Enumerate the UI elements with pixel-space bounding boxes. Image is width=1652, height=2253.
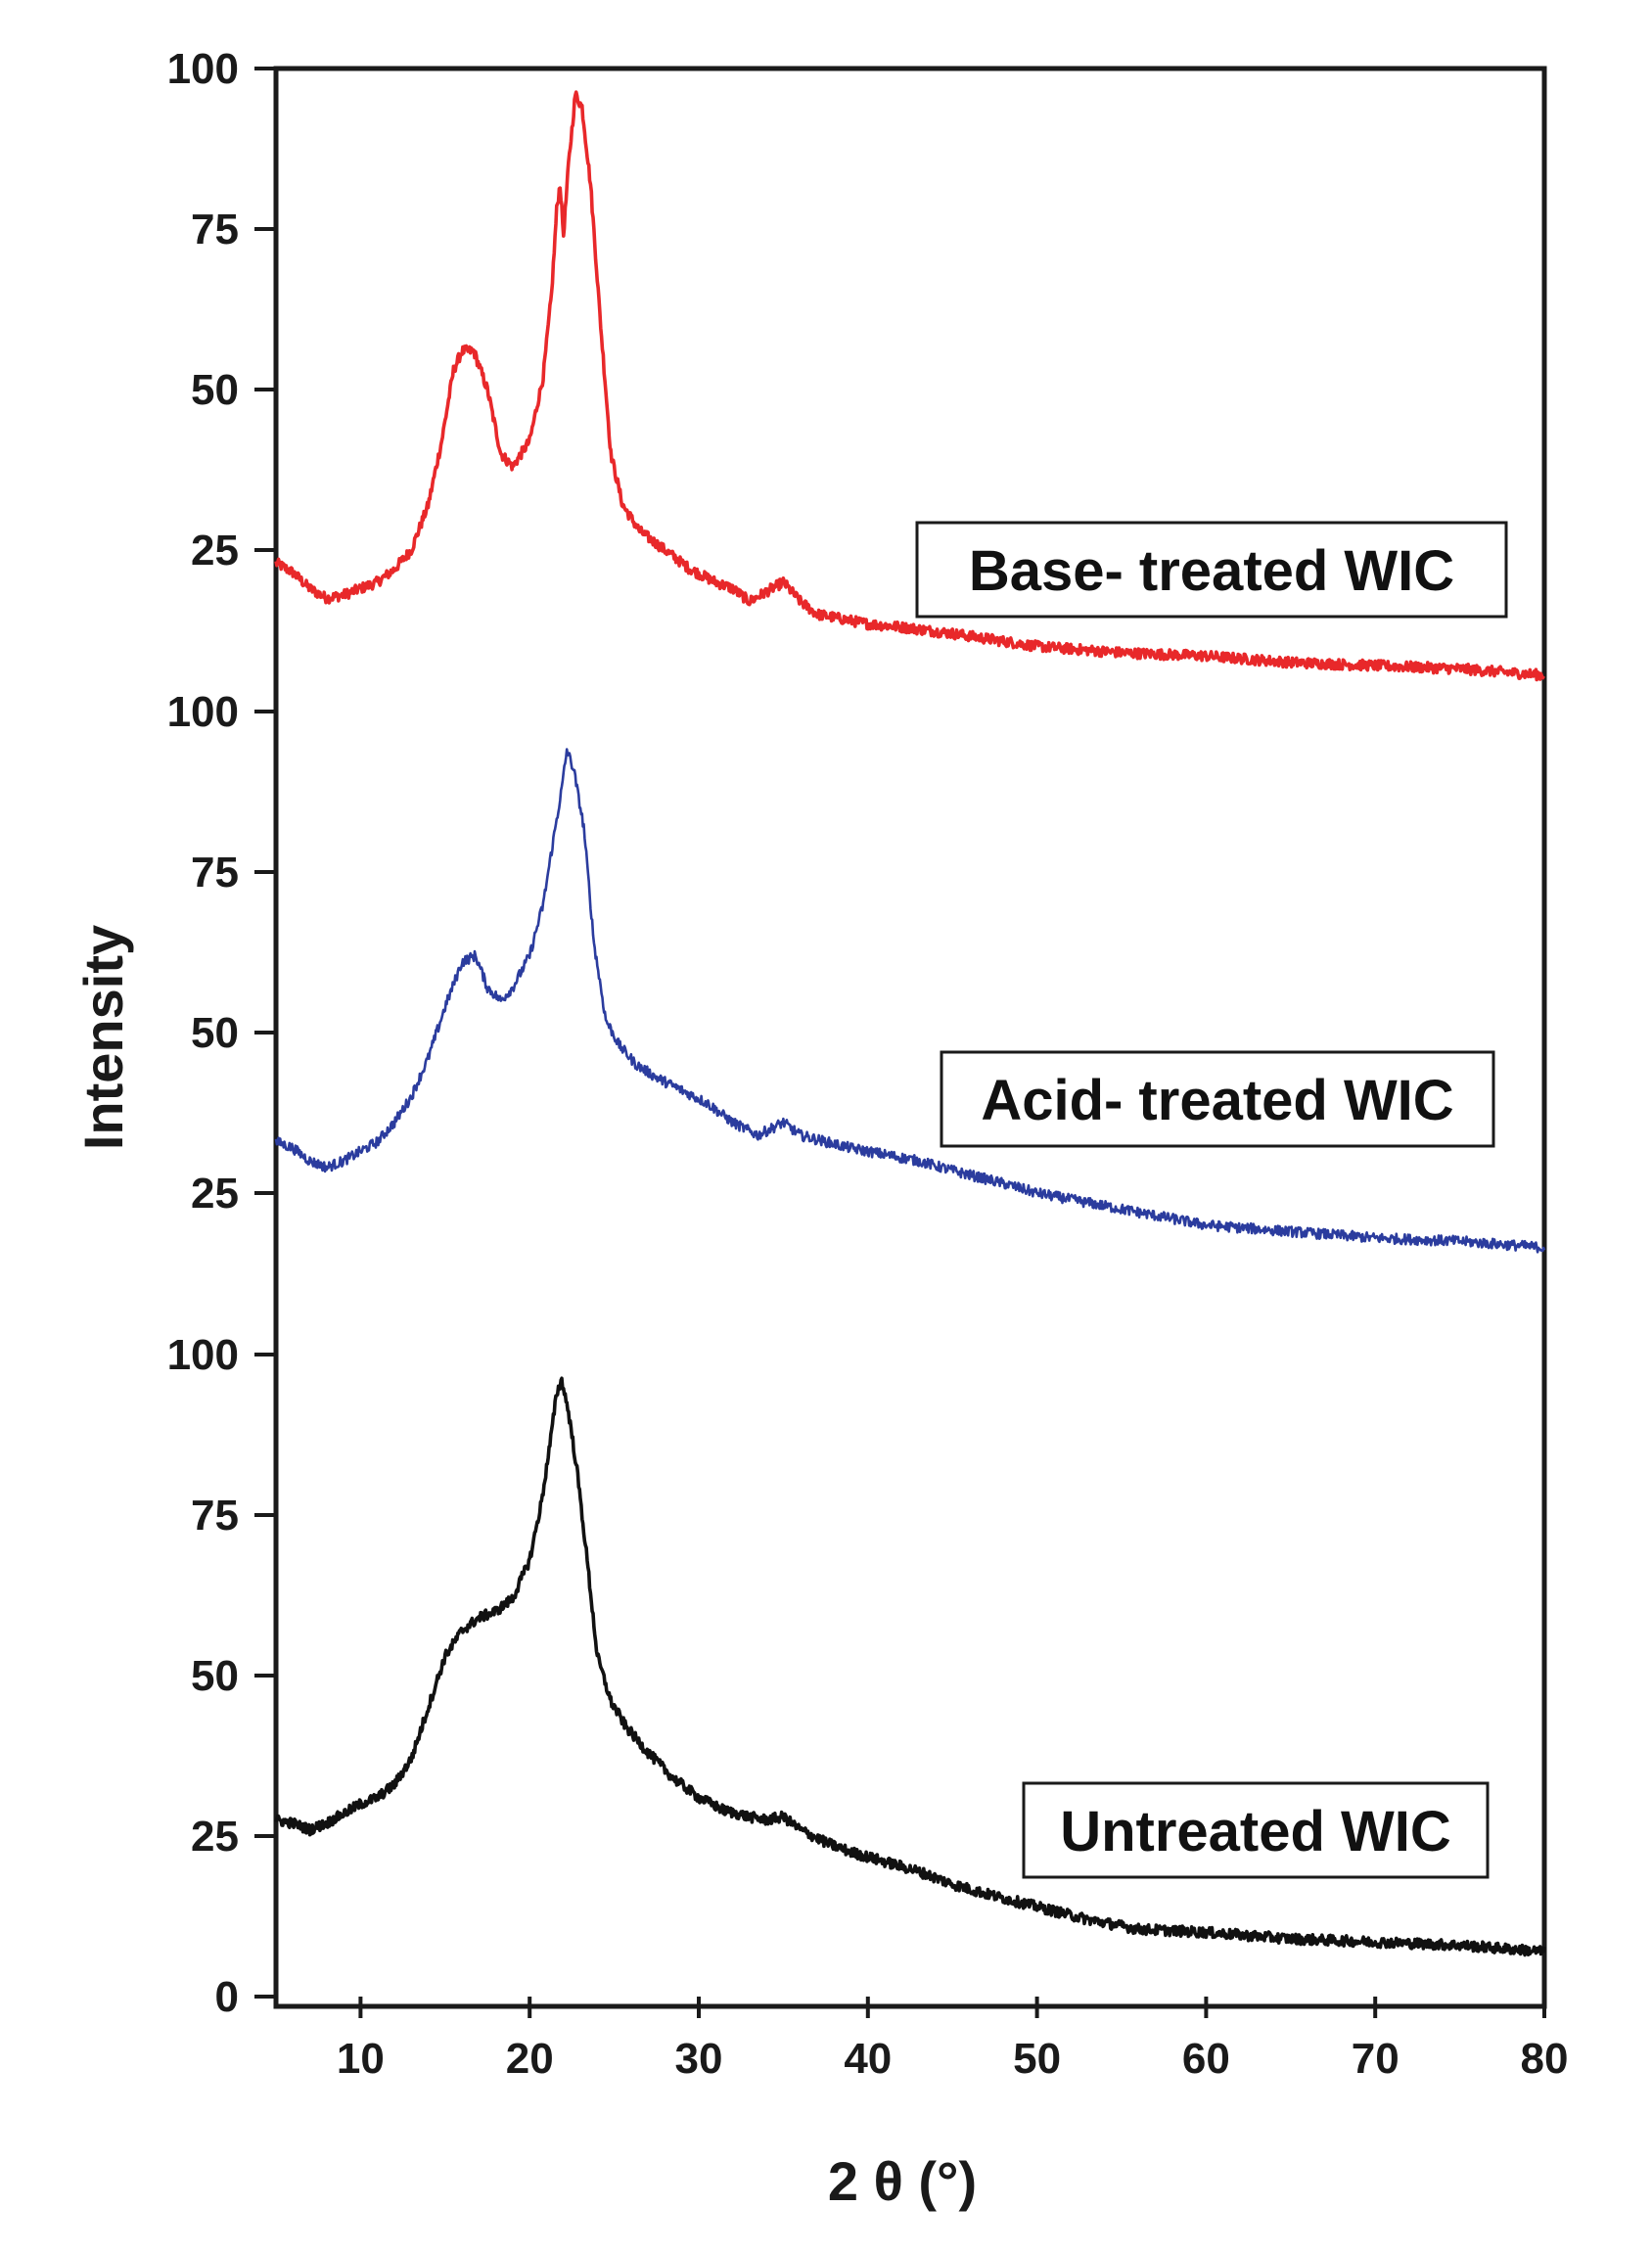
x-axis-title: 2 θ (°) — [828, 2150, 977, 2212]
plot-frame — [273, 66, 1547, 2009]
y-tick-label: 75 — [191, 206, 239, 253]
legend-label: Acid- treated WIC — [981, 1069, 1453, 1132]
y-tick-label: 25 — [191, 1170, 239, 1218]
x-tick-label: 50 — [1013, 2035, 1061, 2083]
y-tick-label: 100 — [167, 688, 239, 736]
x-tick-label: 60 — [1182, 2035, 1230, 2083]
y-tick-label: 100 — [167, 45, 239, 93]
y-tick-label: 50 — [191, 1652, 239, 1700]
y-tick-label: 50 — [191, 366, 239, 414]
ticks-layer: 10 20 30 40 50 60 70 80 25 50 75 100 25 50 75 100 0 25 50 7… — [167, 45, 1569, 2083]
legend-box — [915, 521, 1508, 619]
y-axis-title: Intensity — [72, 925, 134, 1150]
y-tick-label: 75 — [191, 1492, 239, 1540]
y-tick-label: 100 — [167, 1331, 239, 1379]
y-tick-label: 50 — [191, 1009, 239, 1057]
y-tick-label: 25 — [191, 527, 239, 575]
x-tick-label: 40 — [844, 2035, 892, 2083]
series-line — [274, 748, 1546, 1254]
legend-label: Untreated WIC — [1060, 1800, 1451, 1863]
legend-label: Base- treated WIC — [969, 539, 1454, 603]
x-tick-label: 20 — [506, 2035, 554, 2083]
series-line — [274, 1376, 1546, 1957]
legend-box — [940, 1050, 1495, 1148]
x-tick-label: 10 — [337, 2035, 385, 2083]
y-tick-label: 75 — [191, 849, 239, 897]
legend-layer: Base- treated WIC Acid- treated WIC Untrea… — [915, 521, 1508, 1879]
y-tick-label: 0 — [215, 1973, 239, 2021]
series-line — [274, 90, 1545, 682]
y-tick-label: 25 — [191, 1813, 239, 1861]
x-tick-label: 30 — [675, 2035, 723, 2083]
x-tick-label: 70 — [1352, 2035, 1400, 2083]
legend-box — [1022, 1781, 1490, 1879]
x-tick-label: 80 — [1521, 2035, 1569, 2083]
series-layer — [274, 90, 1546, 1957]
